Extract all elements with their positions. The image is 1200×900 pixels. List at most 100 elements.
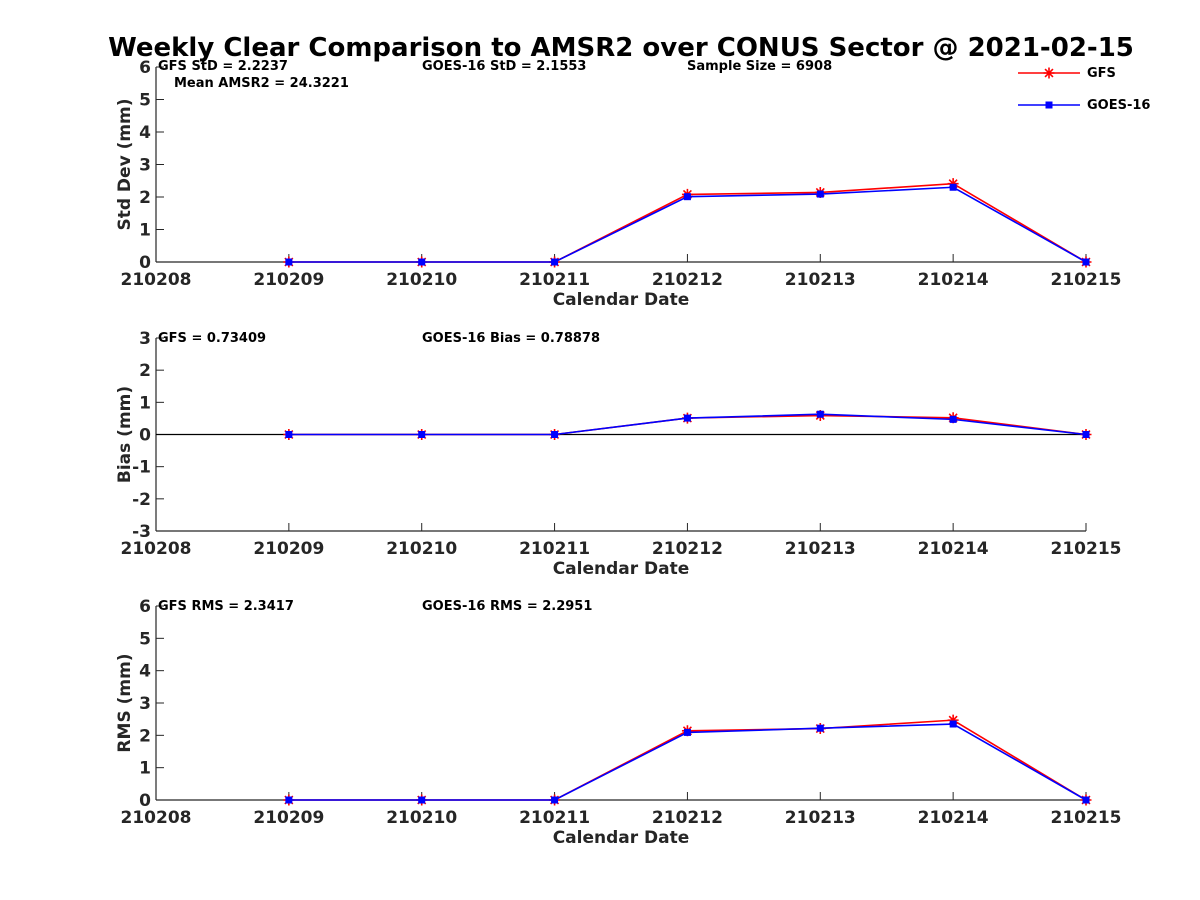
x-tick-label: 210215 — [1051, 270, 1122, 290]
y-tick-label: 4 — [139, 123, 151, 143]
data-point — [285, 796, 293, 804]
y-axis-label: Std Dev (mm) — [115, 98, 135, 230]
y-tick-label: 2 — [139, 188, 151, 208]
y-tick-label: 6 — [139, 58, 151, 78]
data-point — [683, 728, 691, 736]
x-axis-label: Calendar Date — [553, 828, 690, 848]
y-tick-label: 3 — [139, 694, 151, 714]
x-tick-label: 210210 — [386, 539, 457, 559]
data-point — [285, 431, 293, 438]
x-tick-label: 210208 — [121, 539, 192, 559]
data-point — [816, 724, 824, 732]
data-point — [418, 796, 426, 804]
data-point — [551, 431, 559, 438]
x-tick-label: 210209 — [253, 270, 324, 290]
x-tick-label: 210210 — [386, 808, 457, 828]
legend-entry-goes-16: GOES-16 — [1018, 98, 1150, 113]
x-tick-label: 210212 — [652, 539, 723, 559]
legend-label: GFS — [1087, 66, 1116, 81]
data-point — [551, 258, 559, 266]
stat-annotation: GFS StD = 2.2237 — [158, 59, 288, 74]
series-goes-16 — [285, 410, 1090, 438]
stat-annotation: GFS RMS = 2.3417 — [158, 599, 294, 614]
series-goes-16 — [285, 183, 1090, 266]
x-tick-label: 210215 — [1051, 539, 1122, 559]
data-point — [949, 183, 957, 191]
data-point — [551, 796, 559, 804]
y-tick-label: 5 — [139, 629, 151, 649]
y-axis-label: Bias (mm) — [115, 386, 135, 483]
y-tick-label: 1 — [139, 393, 151, 413]
y-tick-label: 0 — [139, 426, 151, 446]
y-tick-label: 3 — [139, 156, 151, 176]
y-tick-label: 2 — [139, 361, 151, 381]
series-gfs — [283, 714, 1092, 806]
data-point — [949, 415, 957, 423]
stat-annotation: Sample Size = 6908 — [687, 59, 832, 74]
y-tick-label: 0 — [139, 791, 151, 811]
y-tick-label: 6 — [139, 597, 151, 617]
y-tick-label: 5 — [139, 91, 151, 111]
stat-annotation: GFS = 0.73409 — [158, 331, 266, 346]
x-tick-label: 210212 — [652, 808, 723, 828]
x-tick-label: 210215 — [1051, 808, 1122, 828]
stat-annotation: GOES-16 StD = 2.1553 — [422, 59, 586, 74]
data-point — [816, 410, 824, 418]
y-tick-label: 2 — [139, 726, 151, 746]
legend-marker — [1045, 101, 1053, 109]
x-tick-label: 210211 — [519, 539, 590, 559]
data-point — [683, 414, 691, 422]
legend-label: GOES-16 — [1087, 98, 1150, 113]
x-tick-label: 210211 — [519, 808, 590, 828]
data-point — [1082, 258, 1090, 266]
y-tick-label: -3 — [132, 522, 151, 542]
series-gfs — [283, 410, 1092, 440]
series-goes-16 — [285, 720, 1090, 804]
y-axis-label: RMS (mm) — [115, 653, 135, 752]
stat-annotation: GOES-16 Bias = 0.78878 — [422, 331, 600, 346]
x-tick-label: 210209 — [253, 539, 324, 559]
panel-2: -3 -2 -1 0 1 2 3 210208 210209 210210 210211 210212… — [115, 329, 1121, 579]
x-tick-label: 210211 — [519, 270, 590, 290]
panel-1: 0 1 2 3 4 5 6 210208 210209 210210 210211 210212 210… — [115, 58, 1121, 310]
data-point — [947, 178, 959, 190]
x-tick-label: 210208 — [121, 808, 192, 828]
x-tick-label: 210208 — [121, 270, 192, 290]
x-tick-label: 210213 — [785, 270, 856, 290]
legend: GFS GOES-16 — [1018, 66, 1150, 113]
x-tick-label: 210214 — [918, 270, 989, 290]
stat-annotation: GOES-16 RMS = 2.2951 — [422, 599, 592, 614]
x-tick-label: 210210 — [386, 270, 457, 290]
legend-marker — [1043, 67, 1055, 79]
x-axis-label: Calendar Date — [553, 559, 690, 579]
panel-3: 0 1 2 3 4 5 6 210208 210209 210210 210211 210212 210… — [115, 597, 1121, 848]
figure-title: Weekly Clear Comparison to AMSR2 over CO… — [108, 33, 1134, 63]
data-point — [816, 190, 824, 198]
y-tick-label: 1 — [139, 759, 151, 779]
data-point — [949, 720, 957, 728]
data-point — [418, 431, 426, 438]
x-tick-label: 210213 — [785, 808, 856, 828]
x-tick-label: 210214 — [918, 539, 989, 559]
y-tick-label: 4 — [139, 662, 151, 682]
y-tick-label: 3 — [139, 329, 151, 349]
y-tick-label: 1 — [139, 221, 151, 241]
x-tick-label: 210214 — [918, 808, 989, 828]
x-axis-label: Calendar Date — [553, 290, 690, 310]
y-tick-label: -2 — [132, 490, 151, 510]
data-point — [1082, 796, 1090, 804]
x-tick-label: 210209 — [253, 808, 324, 828]
stat-annotation: Mean AMSR2 = 24.3221 — [174, 76, 349, 91]
data-point — [418, 258, 426, 266]
data-point — [1082, 431, 1090, 438]
data-point — [285, 258, 293, 266]
y-tick-label: 0 — [139, 253, 151, 273]
x-tick-label: 210213 — [785, 539, 856, 559]
x-tick-label: 210212 — [652, 270, 723, 290]
legend-entry-gfs: GFS — [1018, 66, 1116, 81]
data-point — [683, 193, 691, 201]
data-point — [947, 714, 959, 726]
y-tick-label: -1 — [132, 458, 151, 478]
